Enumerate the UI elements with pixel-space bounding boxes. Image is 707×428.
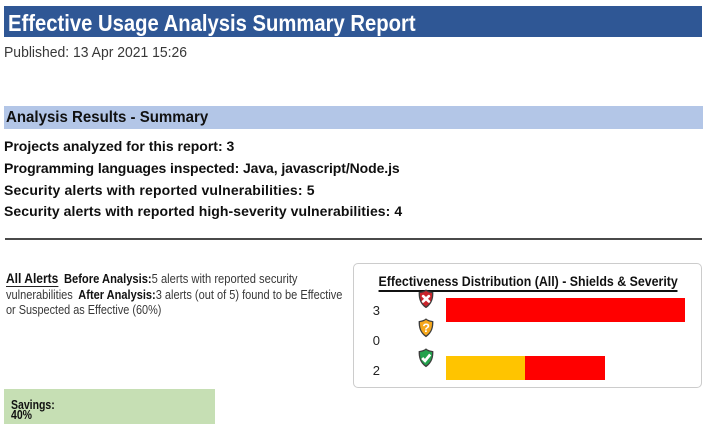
svg-text:?: ? [422, 321, 430, 335]
